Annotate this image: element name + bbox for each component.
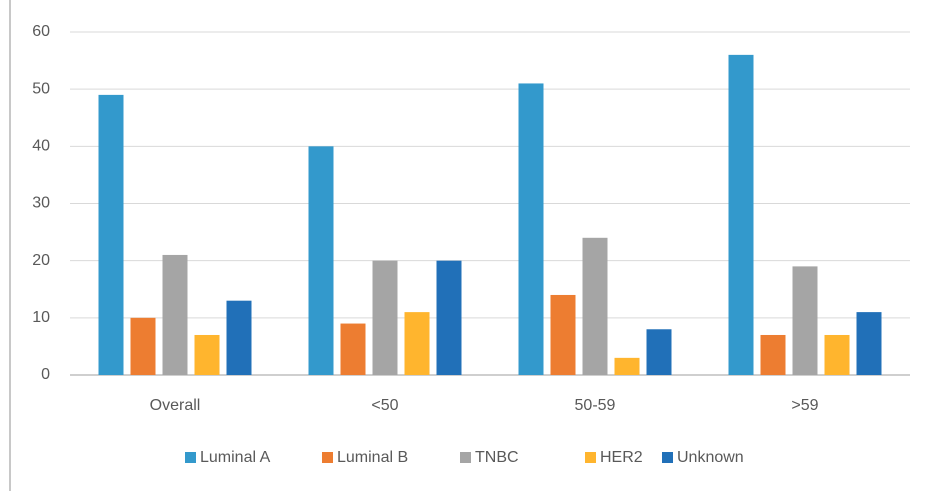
bar <box>614 357 640 375</box>
bar <box>760 334 786 375</box>
bar <box>856 312 882 375</box>
y-tick-label: 10 <box>32 309 50 326</box>
legend-swatch <box>460 452 471 463</box>
x-tick-label: Overall <box>150 397 201 414</box>
bar <box>340 323 366 375</box>
legend-label: Luminal A <box>200 449 271 466</box>
legend-label: Luminal B <box>337 449 408 466</box>
bar <box>824 334 850 375</box>
y-tick-label: 30 <box>32 195 50 212</box>
legend-swatch <box>185 452 196 463</box>
legend-label: TNBC <box>475 449 519 466</box>
y-tick-label: 40 <box>32 138 50 155</box>
legend-swatch <box>662 452 673 463</box>
x-tick-label: <50 <box>371 397 398 414</box>
bar <box>372 260 398 375</box>
legend-label: Unknown <box>677 449 744 466</box>
bar <box>162 254 188 375</box>
bar <box>308 146 334 375</box>
legend-swatch <box>322 452 333 463</box>
bar <box>792 266 818 375</box>
bar <box>226 300 252 375</box>
y-tick-label: 0 <box>41 366 50 383</box>
bar <box>130 317 156 375</box>
y-tick-label: 60 <box>32 23 50 40</box>
x-tick-label: 50-59 <box>575 397 616 414</box>
y-tick-label: 20 <box>32 252 50 269</box>
bar <box>646 329 672 375</box>
bar <box>404 312 430 375</box>
bar <box>582 237 608 375</box>
legend-label: HER2 <box>600 449 643 466</box>
bar <box>98 94 124 375</box>
legend-swatch <box>585 452 596 463</box>
x-tick-label: >59 <box>791 397 818 414</box>
bar <box>436 260 462 375</box>
bar <box>518 83 544 375</box>
bar <box>550 294 576 375</box>
bar <box>194 334 220 375</box>
bar <box>728 54 754 375</box>
y-tick-label: 50 <box>32 80 50 97</box>
